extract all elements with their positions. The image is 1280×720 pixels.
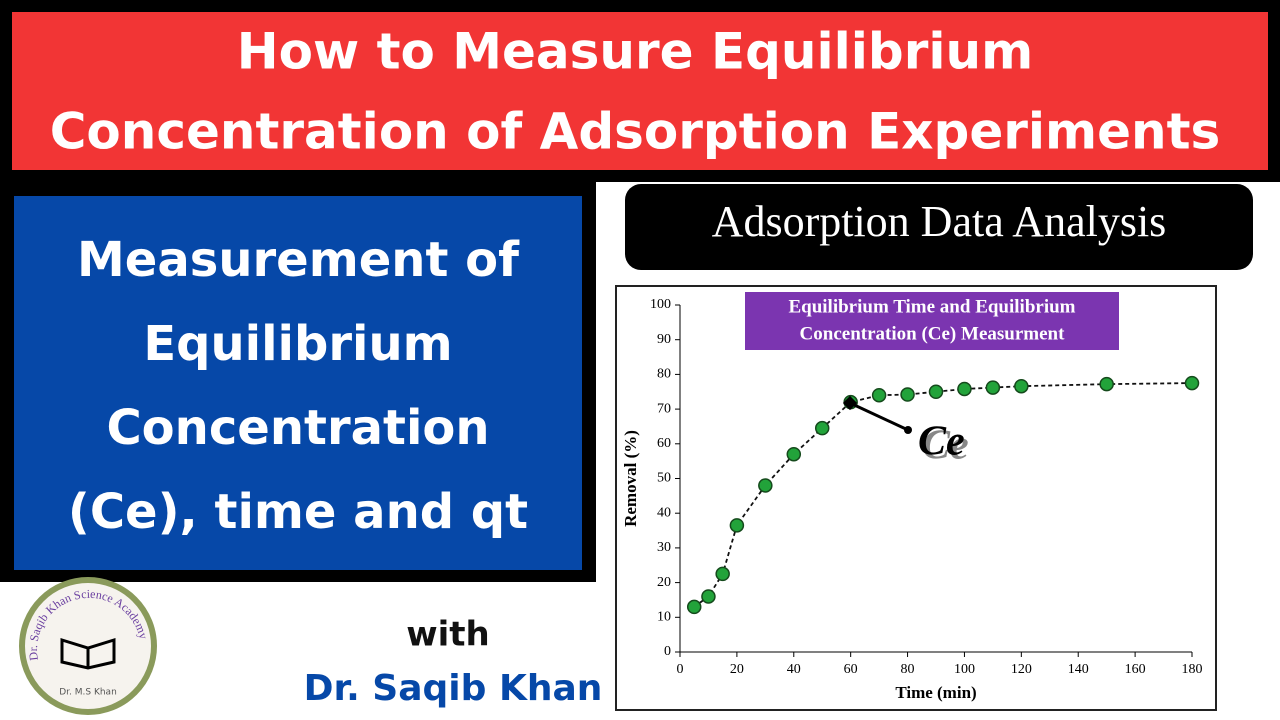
title-banner [12,12,1268,170]
pill [625,184,1253,270]
x-tick-label: 180 [1182,662,1203,677]
pill-text: Adsorption Data Analysis [712,197,1167,246]
left-box-line: (Ce), time and qt [68,484,528,540]
data-point [686,599,702,615]
y-tick-label: 40 [657,505,671,520]
with-text: with [406,615,490,655]
logo [19,577,157,715]
left-box-line: Concentration [106,400,489,456]
data-point [928,384,944,399]
chart-title: Equilibrium Time and Equilibrium [788,296,1075,317]
y-axis-label: Removal (%) [621,430,640,527]
y-tick-label: 90 [657,332,671,347]
y-tick-label: 80 [657,367,671,382]
annotation-shadow: Ce [922,423,969,469]
x-tick-label: 40 [787,662,801,677]
y-tick-label: 10 [657,610,671,625]
y-tick-label: 0 [664,644,671,659]
logo-book [60,637,116,670]
chart-frame [615,285,1217,711]
data-point [985,380,1001,395]
annotation-arrow [849,401,909,432]
x-tick-label: 100 [954,662,975,677]
data-point [900,387,915,402]
left-box [14,196,582,570]
x-tick-label: 120 [1011,662,1032,677]
data-line [693,382,1193,608]
x-axis-label: Time (min) [895,683,976,702]
x-tick-label: 0 [677,662,684,677]
data-point [758,478,773,493]
x-tick-label: 140 [1068,662,1089,677]
chart-title-box [745,292,1119,350]
left-box-line: Equilibrium [143,316,452,372]
chart-title: Concentration (Ce) Measurment [800,323,1066,344]
data-point [701,589,716,604]
left-box-line: Measurement of [77,232,520,288]
x-tick-label: 160 [1125,662,1146,677]
data-point [786,446,802,462]
data-point [957,381,972,397]
annotation-dot [904,426,912,434]
y-tick-label: 30 [657,540,671,555]
data-point [1099,376,1114,392]
y-tick-label: 20 [657,575,671,590]
data-point [1184,375,1200,391]
data-point [1014,378,1029,394]
data-point [814,420,830,436]
logo-caption: Dr. M.S Khan [59,688,117,698]
y-tick-label: 70 [657,401,671,416]
title: How to Measure Equilibrium [237,23,1033,81]
y-tick-label: 50 [657,471,671,486]
data-point [715,566,730,582]
x-tick-label: 80 [901,662,915,677]
y-tick-label: 60 [657,436,671,451]
credit-name: Dr. Saqib Khan [304,668,603,709]
annotation-head [842,395,858,411]
annotation: Ce [918,419,965,465]
y-tick-label: 100 [650,297,671,312]
data-point [729,518,745,533]
x-tick-label: 20 [730,662,744,677]
data-point [871,387,887,403]
title: Concentration of Adsorption Experiments [50,103,1221,161]
x-tick-label: 60 [844,662,858,677]
